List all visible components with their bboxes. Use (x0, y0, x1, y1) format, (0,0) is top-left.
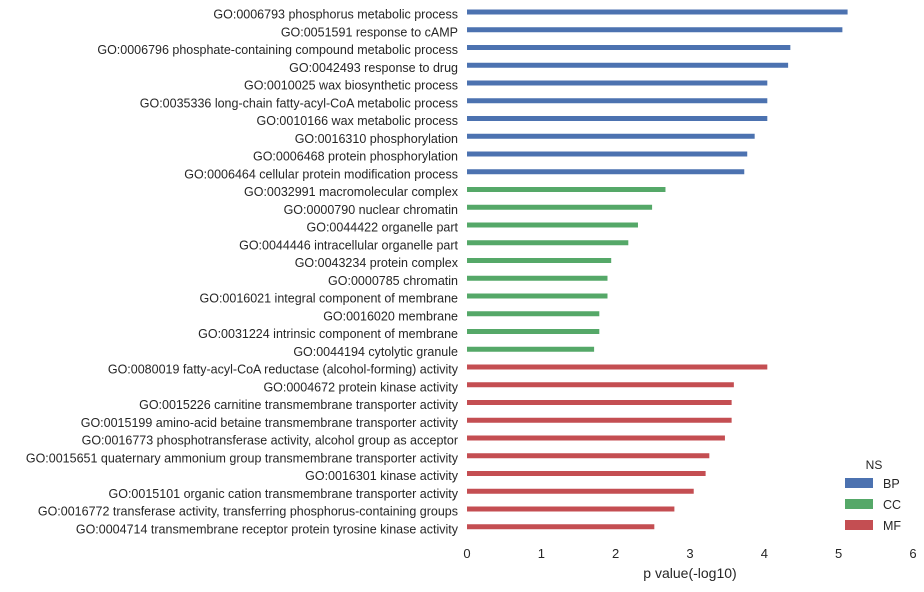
bar (467, 151, 748, 157)
category-label: GO:0051591 response to cAMP (281, 25, 458, 39)
legend-swatch (845, 478, 873, 488)
legend-swatch (845, 499, 873, 509)
category-label: GO:0004672 protein kinase activity (263, 380, 458, 394)
category-label: GO:0015226 carnitine transmembrane trans… (139, 398, 459, 412)
legend-title: NS (866, 458, 883, 472)
category-label: GO:0000790 nuclear chromatin (284, 203, 458, 217)
bar (467, 240, 629, 246)
legend-label: MF (883, 519, 901, 533)
category-label: GO:0035336 long-chain fatty-acyl-CoA met… (140, 96, 458, 110)
category-label: GO:0015651 quaternary ammonium group tra… (26, 451, 459, 465)
bar (467, 506, 675, 512)
x-tick-label: 0 (463, 546, 470, 561)
bar (467, 98, 768, 104)
bar (467, 329, 600, 334)
bar (467, 169, 745, 175)
bar (467, 364, 768, 370)
category-labels: GO:0006793 phosphorus metabolic process G… (26, 8, 459, 537)
bar (467, 187, 666, 192)
x-tick-label: 2 (612, 546, 619, 561)
category-label: GO:0016301 kinase activity (305, 469, 459, 483)
category-label: GO:0010025 wax biosynthetic process (244, 79, 458, 93)
category-label: GO:0016773 phosphotransferase activity, … (82, 434, 458, 448)
legend-swatch (845, 520, 873, 530)
bar (467, 524, 655, 530)
bar (467, 45, 791, 50)
bar (467, 275, 608, 281)
category-label: GO:0015199 amino-acid betaine transmembr… (81, 416, 459, 430)
bar (467, 471, 706, 476)
category-label: GO:0016310 phosphorylation (295, 132, 458, 146)
category-label: GO:0031224 intrinsic component of membra… (198, 327, 458, 341)
bar (467, 258, 612, 263)
category-label: GO:0044194 cytolytic granule (293, 345, 458, 359)
category-label: GO:0044446 intracellular organelle part (239, 238, 458, 252)
category-label: GO:0016772 transferase activity, transfe… (38, 505, 458, 519)
category-label: GO:0006796 phosphate-containing compound… (97, 43, 458, 57)
category-label: GO:0006793 phosphorus metabolic process (213, 8, 458, 22)
bar (467, 222, 638, 228)
x-axis-label: p value(-log10) (643, 565, 736, 581)
x-tick-label: 6 (909, 546, 916, 561)
bar (467, 417, 732, 423)
category-label: GO:0015101 organic cation transmembrane … (109, 487, 459, 501)
bar (467, 27, 843, 33)
bar (467, 204, 653, 210)
category-label: GO:0043234 protein complex (295, 256, 459, 270)
category-label: GO:0016021 integral component of membran… (200, 292, 459, 306)
legend-label: CC (883, 498, 901, 512)
bar (467, 80, 768, 86)
category-label: GO:0032991 macromolecular complex (244, 185, 459, 199)
category-label: GO:0042493 response to drug (289, 61, 458, 75)
bar (467, 453, 710, 459)
bar (467, 62, 789, 68)
bar (467, 382, 734, 388)
bar (467, 346, 595, 352)
category-label: GO:0004714 transmembrane receptor protei… (76, 522, 459, 536)
category-label: GO:0080019 fatty-acyl-CoA reductase (alc… (108, 363, 459, 377)
bar (467, 311, 600, 317)
bar (467, 116, 768, 121)
x-axis: 0 1 2 3 4 5 6 (463, 546, 916, 561)
x-tick-label: 5 (835, 546, 842, 561)
bar (467, 488, 694, 494)
category-label: GO:0006464 cellular protein modification… (184, 167, 458, 181)
bar (467, 400, 732, 405)
category-label: GO:0010166 wax metabolic process (257, 114, 459, 128)
bar (467, 133, 755, 139)
legend-label: BP (883, 477, 900, 491)
x-tick-label: 4 (761, 546, 768, 561)
bars (467, 9, 848, 530)
bar (467, 9, 848, 15)
category-label: GO:0016020 membrane (323, 309, 458, 323)
legend: NS BP CC MF (845, 458, 901, 533)
bar (467, 435, 725, 441)
bar (467, 293, 608, 299)
x-tick-label: 1 (538, 546, 545, 561)
category-label: GO:0000785 chromatin (328, 274, 458, 288)
x-tick-label: 3 (686, 546, 693, 561)
category-label: GO:0006468 protein phosphorylation (253, 150, 458, 164)
category-label: GO:0044422 organelle part (307, 221, 459, 235)
